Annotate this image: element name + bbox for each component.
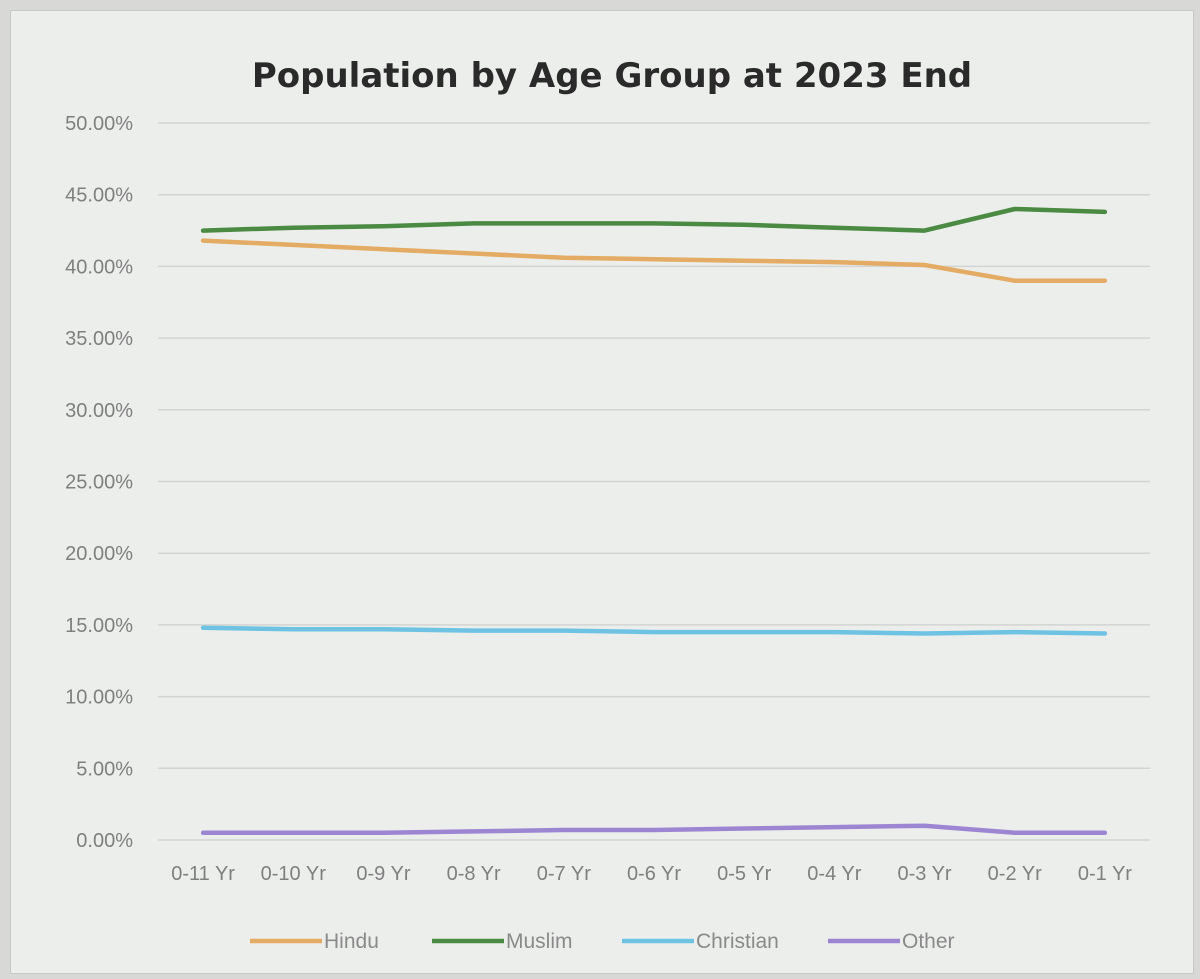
legend-label: Hindu [324,930,379,953]
x-tick-label: 0-8 Yr [447,863,501,885]
y-tick-label: 15.00% [65,615,133,637]
x-tick-label: 0-10 Yr [261,863,327,885]
y-tick-label: 25.00% [65,472,133,494]
x-tick-label: 0-6 Yr [627,863,681,885]
y-tick-label: 20.00% [65,543,133,565]
y-tick-label: 40.00% [65,256,133,278]
legend-item-hindu: Hindu [250,930,379,953]
chart-frame [10,10,1194,974]
x-tick-label: 0-2 Yr [988,863,1042,885]
x-tick-label: 0-4 Yr [807,863,861,885]
y-tick-label: 10.00% [65,687,133,709]
x-tick-label: 0-5 Yr [717,863,771,885]
y-tick-label: 30.00% [65,400,133,422]
legend-label: Other [902,930,955,953]
x-tick-label: 0-1 Yr [1078,863,1132,885]
y-axis-ticks: 0.00% 5.00% 10.00% 15.00% 20.00% 25.00% 30.00%… [65,113,133,852]
x-tick-label: 0-7 Yr [537,863,591,885]
y-tick-label: 50.00% [65,113,133,135]
y-tick-label: 0.00% [76,830,133,852]
x-tick-label: 0-11 Yr [171,863,235,885]
legend-item-other: Other [828,930,955,953]
chart-title: Population by Age Group at 2023 End [252,56,972,96]
y-tick-label: 5.00% [76,758,133,780]
legend-item-christian: Christian [622,930,779,953]
gridlines [158,122,1150,841]
series-line-hindu [200,238,1108,283]
y-tick-label: 45.00% [65,185,133,207]
legend-item-muslim: Muslim [432,930,573,953]
y-tick-label: 35.00% [65,328,133,350]
legend-label: Muslim [506,930,573,953]
legend-label: Christian [696,930,779,953]
series-lines [200,206,1108,836]
x-tick-label: 0-3 Yr [897,863,951,885]
legend: Hindu Muslim Christian Other [250,930,955,953]
series-line-christian [200,625,1108,636]
x-axis-ticks: 0-11 Yr 0-10 Yr 0-9 Yr 0-8 Yr 0-7 Yr 0-6 Yr 0-… [171,863,1132,885]
series-line-other [200,823,1108,836]
series-line-muslim [200,206,1108,233]
x-tick-label: 0-9 Yr [356,863,410,885]
